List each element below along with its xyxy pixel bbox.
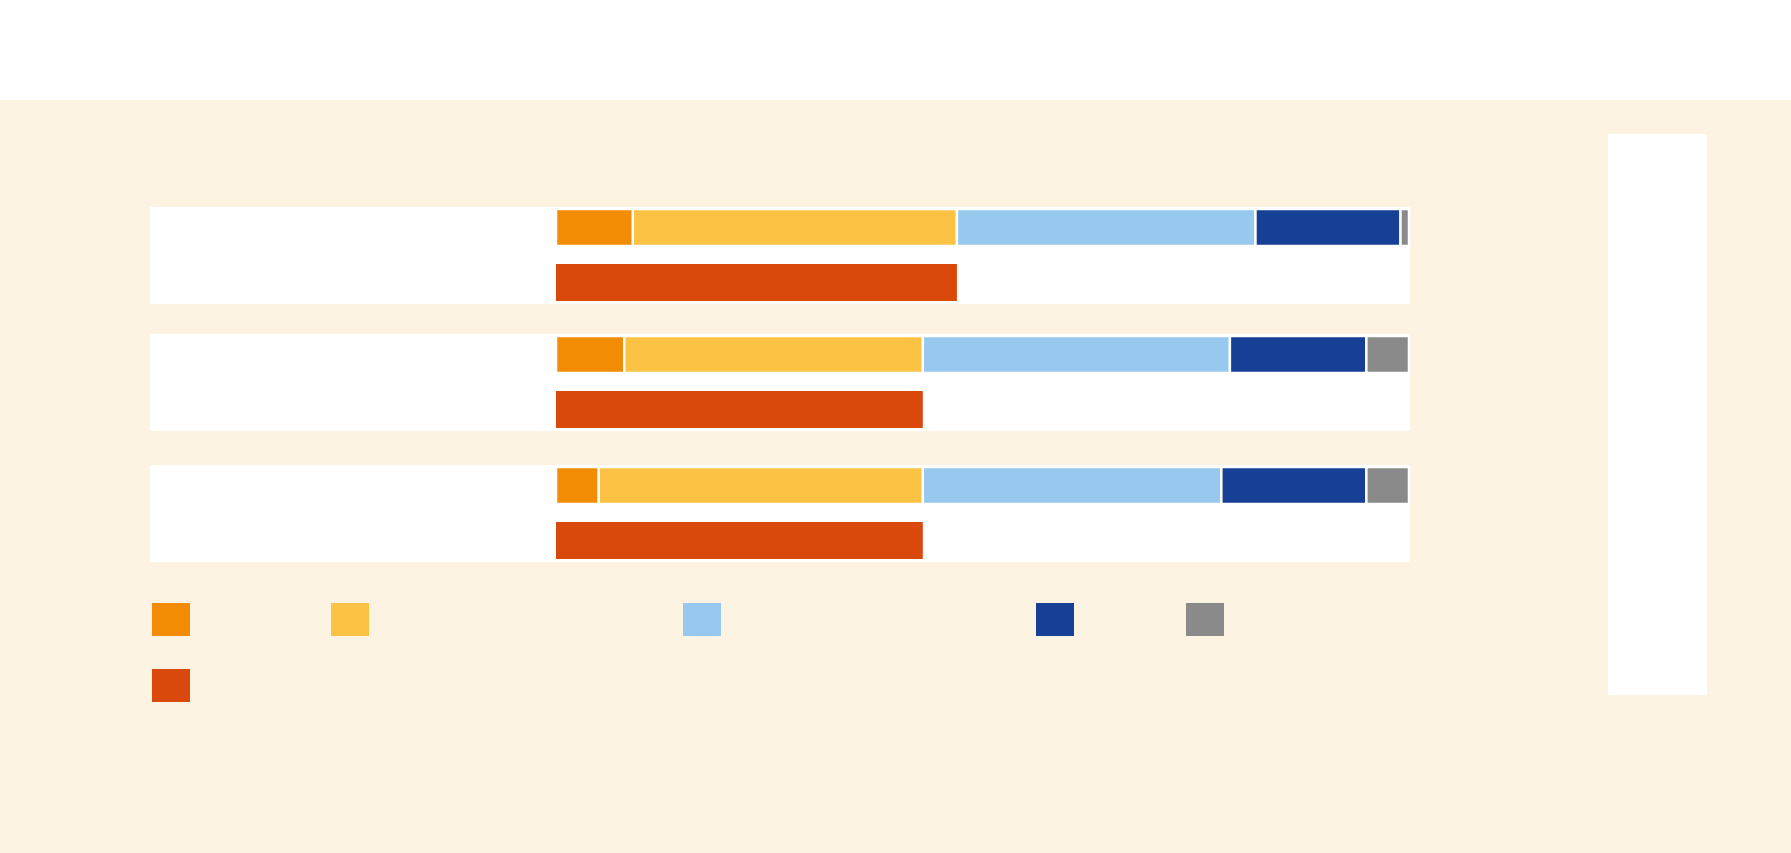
- bar-segment: [1220, 465, 1368, 506]
- legend-swatch: [152, 603, 190, 636]
- bar-segment: [554, 465, 600, 506]
- legend-swatch: [683, 603, 721, 636]
- bar-segment: [921, 334, 1232, 375]
- bar-segment: [955, 207, 1257, 248]
- bar-segment: [631, 207, 959, 248]
- bar-segment: [1365, 465, 1411, 506]
- legend-swatch: [1186, 603, 1224, 636]
- bar-segment: [1228, 334, 1368, 375]
- legend-swatch: [1036, 603, 1074, 636]
- bar-segment: [597, 465, 925, 506]
- legend-swatch: [331, 603, 369, 636]
- legend-swatch: [152, 669, 190, 702]
- bar-segment: [622, 334, 925, 375]
- bar-segment: [554, 334, 626, 375]
- bar-segment: [921, 465, 1223, 506]
- bar-segment: [1365, 334, 1411, 375]
- bar: [556, 391, 923, 428]
- bar: [556, 522, 923, 559]
- bar-segment: [1254, 207, 1402, 248]
- bar: [556, 264, 957, 301]
- side-panel: [1608, 134, 1707, 695]
- bar-segment: [554, 207, 635, 248]
- bar-segment: [1399, 207, 1411, 248]
